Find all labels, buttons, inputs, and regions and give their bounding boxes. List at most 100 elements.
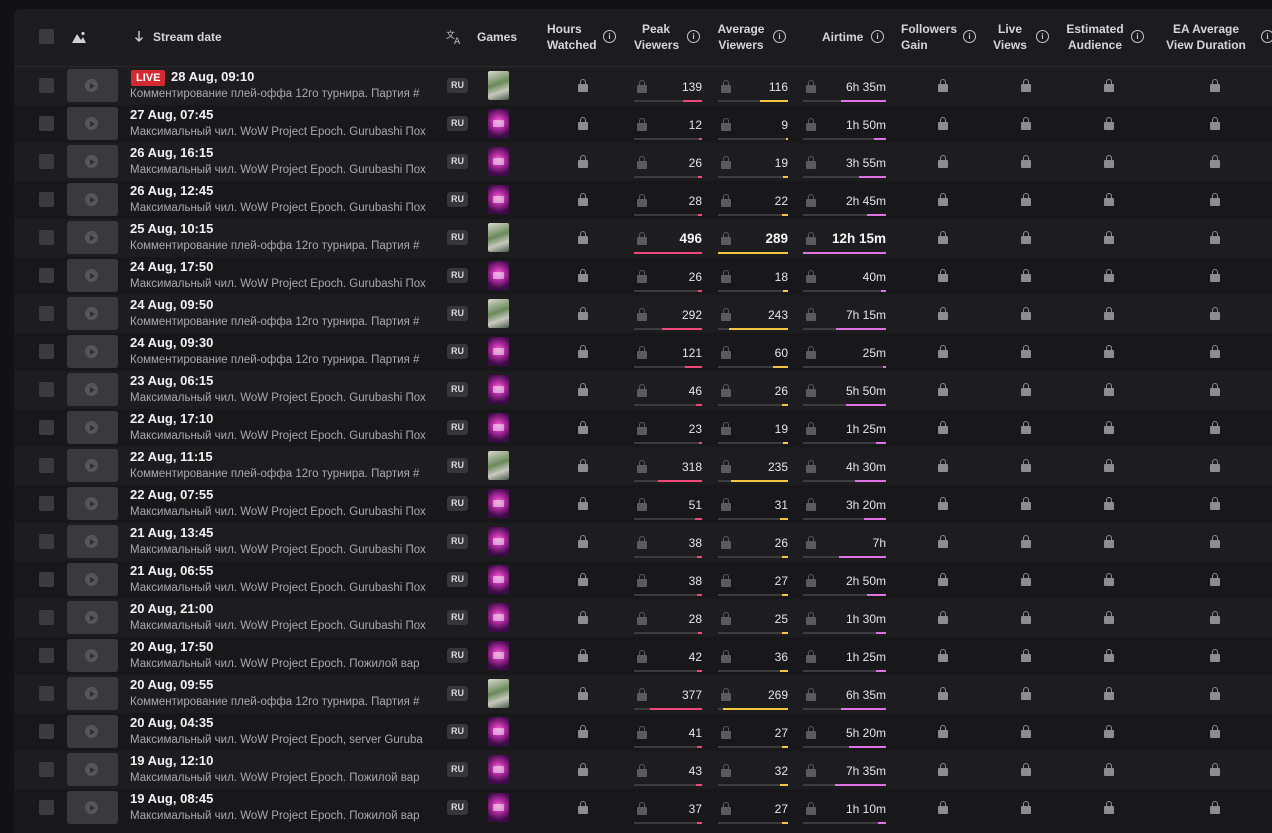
stream-title[interactable]: Максимальный чил. WoW Project Epoch. Gur…	[130, 506, 426, 518]
stream-title[interactable]: Комментирование плей-оффа 12го турнира. …	[130, 240, 420, 252]
info-icon[interactable]: i	[687, 30, 700, 43]
game-cover-wow[interactable]	[488, 527, 509, 556]
header-hours-watched[interactable]: Hours Watched	[547, 22, 597, 52]
info-icon[interactable]: i	[603, 30, 616, 43]
table-row[interactable]: 24 Aug, 17:50 Максимальный чил. WoW Proje…	[14, 257, 1272, 295]
row-checkbox[interactable]	[39, 534, 54, 549]
stream-date[interactable]: 22 Aug, 07:55	[130, 487, 214, 502]
table-row[interactable]: 21 Aug, 13:45 Максимальный чил. WoW Proje…	[14, 523, 1272, 561]
stream-date[interactable]: 20 Aug, 04:35	[130, 715, 214, 730]
game-cover-wow[interactable]	[488, 413, 509, 442]
stream-thumbnail[interactable]	[67, 487, 118, 520]
select-all-checkbox[interactable]	[39, 29, 54, 44]
table-row[interactable]: 22 Aug, 17:10 Максимальный чил. WoW Proje…	[14, 409, 1272, 447]
stream-date[interactable]: 21 Aug, 13:45	[130, 525, 214, 540]
stream-title[interactable]: Максимальный чил. WoW Project Epoch. Gur…	[130, 620, 426, 632]
stream-date[interactable]: 25 Aug, 10:15	[130, 221, 214, 236]
stream-title[interactable]: Максимальный чил. WoW Project Epoch. Gur…	[130, 392, 426, 404]
stream-title[interactable]: Максимальный чил. WoW Project Epoch. Пож…	[130, 810, 420, 822]
table-row[interactable]: 19 Aug, 08:45 Максимальный чил. WoW Proje…	[14, 789, 1272, 827]
stream-thumbnail[interactable]	[67, 601, 118, 634]
row-checkbox[interactable]	[39, 458, 54, 473]
stream-date[interactable]: 28 Aug, 09:10	[171, 69, 255, 84]
row-checkbox[interactable]	[39, 192, 54, 207]
stream-date[interactable]: 21 Aug, 06:55	[130, 563, 214, 578]
stream-thumbnail[interactable]	[67, 259, 118, 292]
game-cover-chess[interactable]	[488, 451, 509, 480]
table-row[interactable]: 24 Aug, 09:50 Комментирование плей-оффа 1…	[14, 295, 1272, 333]
stream-date[interactable]: 27 Aug, 07:45	[130, 107, 214, 122]
stream-title[interactable]: Максимальный чил. WoW Project Epoch. Пож…	[130, 772, 420, 784]
row-checkbox[interactable]	[39, 800, 54, 815]
row-checkbox[interactable]	[39, 116, 54, 131]
info-icon[interactable]: i	[871, 30, 884, 43]
stream-thumbnail[interactable]	[67, 145, 118, 178]
header-followers-gain[interactable]: Followers Gain	[901, 22, 958, 52]
table-row[interactable]: 26 Aug, 12:45 Максимальный чил. WoW Proje…	[14, 181, 1272, 219]
stream-thumbnail[interactable]	[67, 107, 118, 140]
row-checkbox[interactable]	[39, 382, 54, 397]
row-checkbox[interactable]	[39, 610, 54, 625]
game-cover-wow[interactable]	[488, 261, 509, 290]
stream-thumbnail[interactable]	[67, 753, 118, 786]
stream-title[interactable]: Максимальный чил. WoW Project Epoch, ser…	[130, 734, 423, 746]
stream-date[interactable]: 24 Aug, 09:50	[130, 297, 214, 312]
row-checkbox[interactable]	[39, 230, 54, 245]
stream-date[interactable]: 24 Aug, 17:50	[130, 259, 214, 274]
row-checkbox[interactable]	[39, 496, 54, 511]
stream-title[interactable]: Комментирование плей-оффа 12го турнира. …	[130, 316, 420, 328]
row-checkbox[interactable]	[39, 686, 54, 701]
header-estimated-audience[interactable]: Estimated Audience	[1066, 22, 1124, 52]
game-cover-wow[interactable]	[488, 793, 509, 822]
table-row[interactable]: 25 Aug, 10:15 Комментирование плей-оффа 1…	[14, 219, 1272, 257]
table-row[interactable]: 24 Aug, 09:30 Комментирование плей-оффа 1…	[14, 333, 1272, 371]
game-cover-wow[interactable]	[488, 565, 509, 594]
header-live-views[interactable]: Live Views	[993, 22, 1027, 52]
stream-date[interactable]: 22 Aug, 11:15	[130, 449, 213, 464]
game-cover-wow[interactable]	[488, 755, 509, 784]
game-cover-wow[interactable]	[488, 603, 509, 632]
stream-title[interactable]: Максимальный чил. WoW Project Epoch. Gur…	[130, 544, 426, 556]
stream-thumbnail[interactable]	[67, 297, 118, 330]
stream-date[interactable]: 24 Aug, 09:30	[130, 335, 214, 350]
stream-date[interactable]: 23 Aug, 06:15	[130, 373, 214, 388]
table-row[interactable]: 23 Aug, 06:15 Максимальный чил. WoW Proje…	[14, 371, 1272, 409]
row-checkbox[interactable]	[39, 306, 54, 321]
row-checkbox[interactable]	[39, 154, 54, 169]
header-airtime[interactable]: Airtime	[822, 30, 864, 44]
stream-title[interactable]: Максимальный чил. WoW Project Epoch. Gur…	[130, 278, 426, 290]
row-checkbox[interactable]	[39, 268, 54, 283]
info-icon[interactable]: i	[1261, 30, 1272, 43]
stream-thumbnail[interactable]	[67, 373, 118, 406]
row-checkbox[interactable]	[39, 78, 54, 93]
info-icon[interactable]: i	[963, 30, 976, 43]
stream-thumbnail[interactable]	[67, 335, 118, 368]
info-icon[interactable]: i	[1131, 30, 1144, 43]
stream-title[interactable]: Комментирование плей-оффа 12го турнира. …	[130, 88, 420, 100]
stream-date[interactable]: 26 Aug, 16:15	[130, 145, 214, 160]
stream-date[interactable]: 22 Aug, 17:10	[130, 411, 214, 426]
translate-icon[interactable]: 文 A	[446, 29, 463, 45]
stream-title[interactable]: Комментирование плей-оффа 12го турнира. …	[130, 696, 420, 708]
game-cover-chess[interactable]	[488, 71, 509, 100]
table-row[interactable]: 20 Aug, 21:00 Максимальный чил. WoW Proje…	[14, 599, 1272, 637]
row-checkbox[interactable]	[39, 762, 54, 777]
table-row[interactable]: 27 Aug, 07:45 Максимальный чил. WoW Proje…	[14, 105, 1272, 143]
stream-thumbnail[interactable]	[67, 563, 118, 596]
game-cover-wow[interactable]	[488, 147, 509, 176]
row-checkbox[interactable]	[39, 344, 54, 359]
header-stream-date[interactable]: Stream date	[153, 30, 222, 44]
game-cover-wow[interactable]	[488, 641, 509, 670]
info-icon[interactable]: i	[773, 30, 786, 43]
stream-thumbnail[interactable]	[67, 69, 118, 102]
table-row[interactable]: 22 Aug, 11:15 Комментирование плей-оффа 1…	[14, 447, 1272, 485]
game-cover-wow[interactable]	[488, 375, 509, 404]
stream-thumbnail[interactable]	[67, 221, 118, 254]
table-row[interactable]: 20 Aug, 09:55 Комментирование плей-оффа 1…	[14, 675, 1272, 713]
table-row[interactable]: 26 Aug, 16:15 Максимальный чил. WoW Proje…	[14, 143, 1272, 181]
stream-thumbnail[interactable]	[67, 639, 118, 672]
row-checkbox[interactable]	[39, 724, 54, 739]
stream-thumbnail[interactable]	[67, 183, 118, 216]
stream-title[interactable]: Максимальный чил. WoW Project Epoch. Gur…	[130, 430, 426, 442]
stream-date[interactable]: 19 Aug, 08:45	[130, 791, 214, 806]
